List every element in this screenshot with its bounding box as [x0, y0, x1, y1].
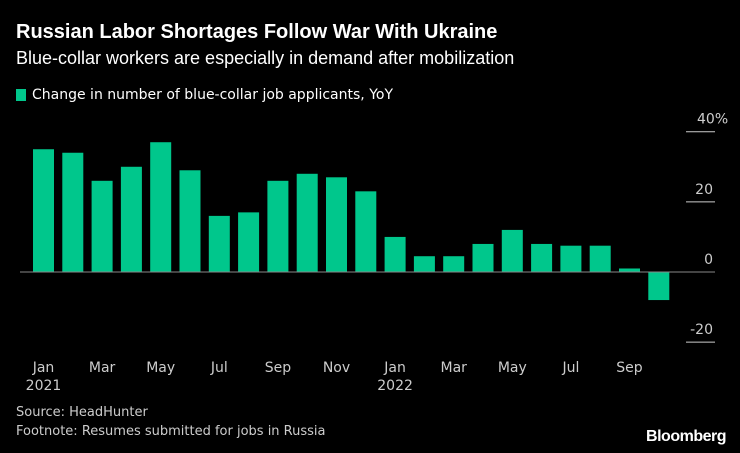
- bar: [62, 152, 84, 272]
- bar: [413, 256, 435, 272]
- chart-title: Russian Labor Shortages Follow War With …: [16, 21, 498, 43]
- legend-swatch: [16, 89, 26, 101]
- bar: [208, 215, 230, 272]
- x-tick-label: Sep: [265, 360, 292, 376]
- y-tick-label: -20: [690, 322, 713, 338]
- x-tick-label: May: [498, 360, 527, 376]
- footnote: Footnote: Resumes submitted for jobs in …: [16, 424, 326, 439]
- bar: [648, 272, 670, 301]
- bar: [33, 149, 54, 272]
- legend: Change in number of blue-collar job appl…: [16, 87, 393, 103]
- bar: [326, 177, 347, 272]
- bar: [619, 268, 640, 272]
- x-tick-label: Jul: [210, 360, 228, 376]
- bar: [150, 142, 172, 272]
- x-tick-label: Jan: [32, 360, 55, 376]
- x-tick-year-label: 2022: [377, 378, 413, 394]
- x-tick-label: Sep: [616, 360, 643, 376]
- bar: [384, 236, 406, 272]
- bar: [589, 245, 611, 272]
- bar: [91, 180, 113, 272]
- y-tick-label: 0: [704, 252, 713, 268]
- bar: [238, 212, 260, 272]
- bar: [355, 191, 377, 272]
- y-tick-label: 40%: [697, 112, 728, 128]
- x-tick-label: Nov: [323, 360, 350, 376]
- bar: [179, 170, 201, 272]
- x-tick-year-label: 2021: [26, 378, 62, 394]
- x-tick-label: Jul: [561, 360, 579, 376]
- x-tick-label: Jan: [383, 360, 406, 376]
- legend-label: Change in number of blue-collar job appl…: [32, 87, 394, 103]
- y-tick-label: 20: [695, 182, 713, 198]
- bar: [501, 229, 523, 272]
- source-note: Source: HeadHunter: [16, 405, 148, 420]
- bar: [531, 243, 553, 272]
- x-tick-label: May: [146, 360, 175, 376]
- bar: [560, 245, 582, 272]
- bar: [267, 180, 289, 272]
- x-tick-label: Mar: [440, 360, 467, 376]
- bar: [120, 166, 142, 272]
- bar: [296, 173, 318, 272]
- bloomberg-logo: Bloomberg: [646, 428, 726, 445]
- x-tick-label: Mar: [89, 360, 116, 376]
- chart-subtitle: Blue-collar workers are especially in de…: [16, 48, 515, 68]
- bar: [472, 243, 494, 272]
- bar: [443, 256, 465, 272]
